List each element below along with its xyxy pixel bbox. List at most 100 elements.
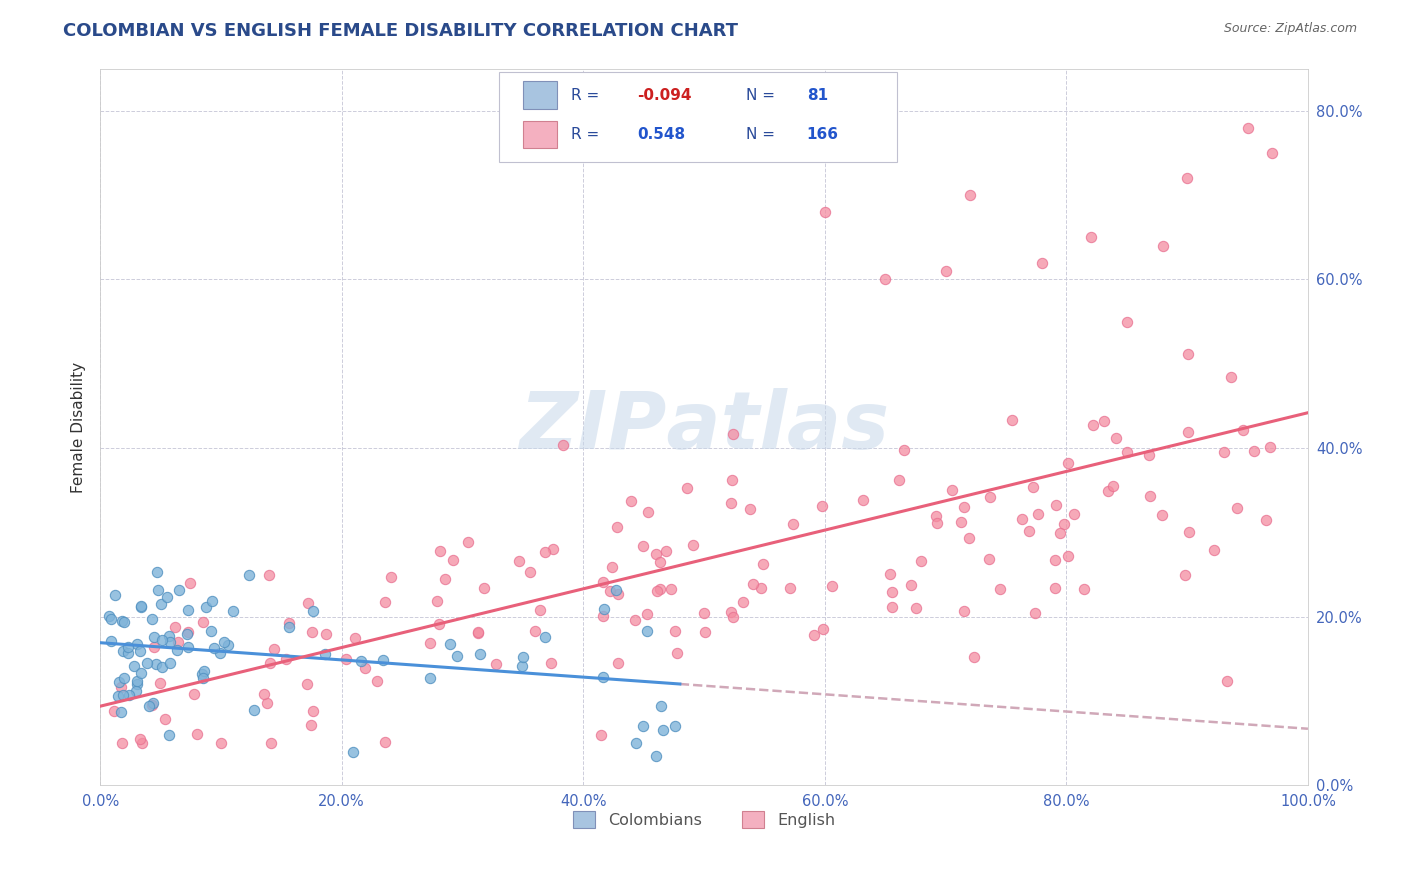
Point: [644, 547, 666, 561]
Point: [125, 673, 148, 688]
Text: 0.548: 0.548: [637, 128, 686, 142]
Point: [107, 690, 129, 704]
Point: [131, 736, 153, 750]
Point: [179, 575, 201, 590]
Point: [631, 719, 654, 733]
Text: N =: N =: [747, 87, 775, 103]
Point: [217, 638, 239, 652]
Point: [141, 612, 163, 626]
Point: [138, 699, 160, 714]
Point: [875, 272, 897, 286]
Point: [159, 657, 181, 671]
Point: [592, 608, 614, 623]
FancyBboxPatch shape: [499, 72, 897, 161]
Point: [1236, 120, 1258, 135]
Point: [1256, 513, 1278, 527]
Point: [107, 674, 129, 689]
Point: [191, 666, 214, 681]
Point: [143, 640, 166, 654]
Point: [380, 570, 402, 584]
Point: [742, 577, 765, 591]
Point: [122, 658, 145, 673]
Point: [263, 642, 285, 657]
Point: [191, 615, 214, 629]
Point: [605, 583, 627, 598]
Point: [534, 545, 557, 559]
Point: [426, 594, 449, 608]
Point: [1031, 255, 1053, 269]
Point: [636, 624, 658, 639]
Point: [1001, 413, 1024, 427]
Point: [419, 672, 441, 686]
Point: [238, 567, 260, 582]
Point: [1049, 526, 1071, 541]
Point: [149, 675, 172, 690]
Point: [1216, 673, 1239, 688]
Point: [631, 539, 654, 553]
Point: [136, 657, 159, 671]
Point: [592, 574, 614, 589]
Point: [201, 593, 224, 607]
Point: [176, 627, 198, 641]
Point: [299, 718, 322, 732]
Point: [159, 634, 181, 648]
Point: [523, 624, 546, 639]
Point: [600, 560, 623, 574]
Point: [467, 625, 489, 640]
Point: [125, 683, 148, 698]
Point: [659, 582, 682, 597]
Point: [366, 673, 388, 688]
Point: [852, 493, 875, 508]
Point: [297, 597, 319, 611]
Point: [129, 644, 152, 658]
Point: [512, 650, 534, 665]
Point: [695, 624, 717, 639]
Point: [1052, 517, 1074, 532]
Point: [110, 681, 132, 695]
Point: [900, 577, 922, 591]
Point: [111, 644, 134, 658]
Point: [335, 652, 357, 666]
Point: [353, 660, 375, 674]
Point: [925, 509, 948, 524]
Point: [152, 660, 174, 674]
Point: [278, 615, 301, 630]
Point: [314, 647, 336, 661]
Point: [104, 588, 127, 602]
Point: [278, 620, 301, 634]
Point: [519, 565, 541, 579]
Point: [1097, 484, 1119, 499]
Point: [551, 437, 574, 451]
Point: [510, 659, 533, 673]
Point: [650, 699, 672, 714]
Point: [1080, 230, 1102, 244]
Point: [1081, 417, 1104, 432]
Point: [214, 634, 236, 648]
Point: [889, 473, 911, 487]
Text: 81: 81: [807, 87, 828, 103]
Point: [664, 624, 686, 638]
Point: [125, 637, 148, 651]
Point: [534, 630, 557, 644]
Point: [979, 490, 1001, 504]
Point: [243, 704, 266, 718]
Y-axis label: Female Disability: Female Disability: [72, 361, 86, 492]
Text: Source: ZipAtlas.com: Source: ZipAtlas.com: [1223, 22, 1357, 36]
Point: [259, 656, 281, 670]
Point: [1212, 445, 1234, 459]
Point: [957, 531, 980, 545]
Point: [637, 505, 659, 519]
Point: [118, 688, 141, 702]
Point: [186, 727, 208, 741]
Point: [441, 552, 464, 566]
Point: [1226, 500, 1249, 515]
Point: [260, 736, 283, 750]
Point: [1260, 145, 1282, 160]
Point: [472, 581, 495, 595]
Point: [811, 499, 834, 513]
Point: [655, 544, 678, 558]
Point: [650, 582, 672, 597]
Point: [156, 590, 179, 604]
Point: [1177, 425, 1199, 439]
Point: [200, 624, 222, 639]
